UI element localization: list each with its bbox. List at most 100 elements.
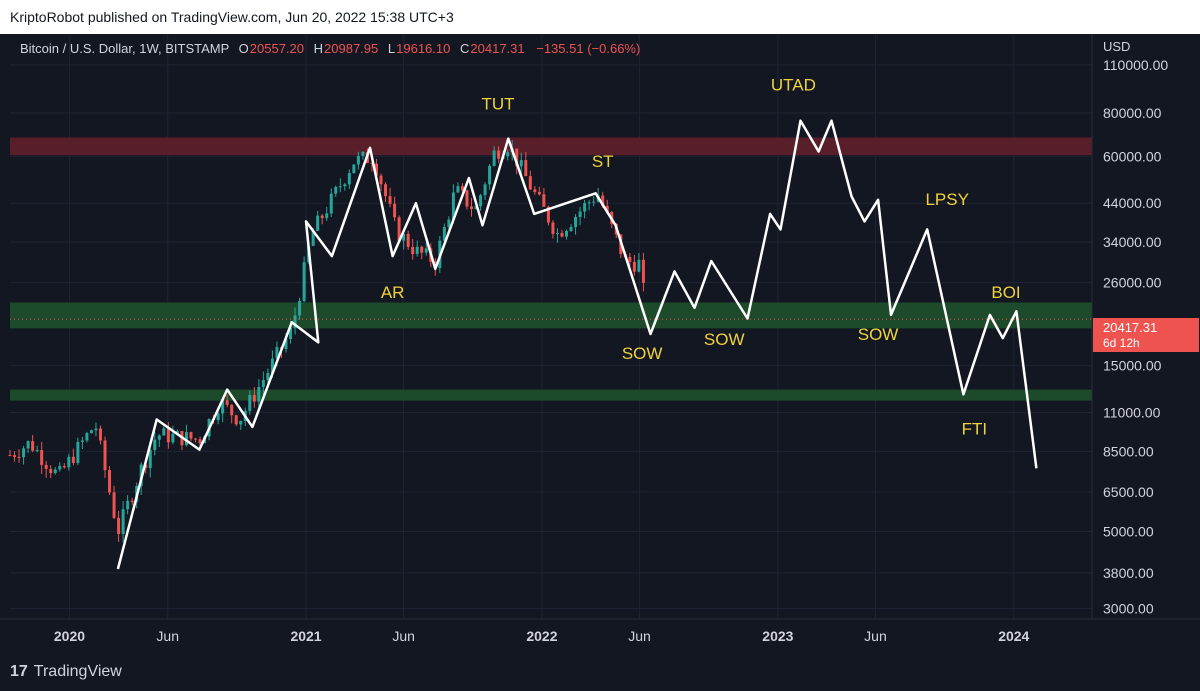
- candle-body: [325, 213, 329, 219]
- candle-body: [94, 428, 98, 431]
- change-value: −135.51 (−0.66%): [536, 41, 641, 56]
- zone-resistance: [10, 137, 1092, 156]
- candle-body: [343, 184, 347, 187]
- publisher-bar: KriptoRobot published on TradingView.com…: [0, 0, 1200, 34]
- candle-body: [565, 231, 569, 237]
- annotation-st: ST: [592, 152, 614, 171]
- candle-body: [560, 232, 564, 237]
- x-tick-label: Jun: [864, 628, 887, 644]
- candle-body: [465, 190, 469, 207]
- last-price-tag: 20417.31 6d 12h: [1093, 318, 1199, 352]
- low-value: 19616.10: [396, 41, 451, 56]
- candle-body: [8, 454, 12, 456]
- candle-body: [334, 186, 338, 194]
- candle-body: [320, 215, 324, 219]
- candle-body: [583, 203, 587, 212]
- candle-body: [316, 215, 320, 231]
- candle-body: [221, 400, 225, 414]
- annotation-utad: UTAD: [771, 75, 816, 94]
- price-chart[interactable]: TUT ST AR SOW SOW UTAD LPSY SOW BOI FTI 110000.00 8…: [0, 34, 1200, 650]
- candle-body: [637, 259, 641, 272]
- low-label: L: [387, 41, 396, 56]
- candle-body: [261, 380, 265, 387]
- candle-body: [248, 394, 252, 411]
- candle-body: [411, 246, 415, 255]
- candle-body: [338, 186, 342, 188]
- candle-body: [98, 428, 102, 441]
- candle-body: [451, 192, 455, 220]
- candle-body: [49, 468, 53, 473]
- projection-line: [116, 119, 1038, 570]
- candle-body: [53, 469, 57, 473]
- candle-body: [420, 246, 424, 253]
- candle-body: [374, 163, 378, 176]
- candle-body: [194, 438, 198, 440]
- y-tick-label: 3800.00: [1103, 565, 1154, 581]
- candle-body: [406, 233, 410, 247]
- annotation-sow: SOW: [704, 330, 745, 349]
- close-value: 20417.31: [470, 41, 525, 56]
- candle-body: [311, 230, 315, 246]
- candle-body: [76, 441, 80, 464]
- candle-body: [35, 450, 39, 452]
- candle-body: [130, 500, 134, 502]
- candle-body: [71, 456, 75, 464]
- candle-body: [293, 315, 297, 328]
- candle-body: [184, 432, 188, 446]
- candle-body: [121, 509, 125, 534]
- candle-body: [148, 449, 152, 469]
- chart-area[interactable]: TUT ST AR SOW SOW UTAD LPSY SOW BOI FTI 110000.00 8…: [0, 34, 1200, 650]
- symbol-name[interactable]: Bitcoin / U.S. Dollar, 1W, BITSTAMP: [20, 41, 230, 56]
- candle-body: [89, 430, 93, 434]
- high-label: H: [313, 41, 324, 56]
- candle-body: [257, 386, 261, 402]
- candle-body: [67, 456, 71, 468]
- currency-label[interactable]: USD: [1103, 39, 1131, 54]
- candle-body: [460, 186, 464, 191]
- candle-body: [58, 466, 62, 470]
- candle-body: [542, 194, 546, 207]
- candle-body: [605, 205, 609, 212]
- candle-body: [497, 150, 501, 159]
- candle-body: [641, 259, 645, 283]
- chart-background: [0, 34, 1200, 650]
- annotation-tut: TUT: [481, 94, 514, 113]
- candle-body: [379, 175, 383, 185]
- candle-body: [628, 257, 632, 262]
- candle-body: [347, 173, 351, 185]
- candle-body: [361, 151, 365, 156]
- zone-support-lower: [10, 389, 1092, 401]
- candle-body: [284, 339, 288, 350]
- candle-body: [230, 404, 234, 416]
- y-tick-label: 11000.00: [1103, 404, 1161, 420]
- candle-body: [175, 431, 179, 434]
- candle-body: [492, 150, 496, 166]
- candle-body: [17, 456, 21, 458]
- tradingview-logo[interactable]: 17 TradingView: [10, 663, 122, 681]
- candle-body: [329, 193, 333, 214]
- candle-body: [456, 186, 460, 193]
- candle-body: [442, 227, 446, 241]
- candle-body: [528, 176, 532, 190]
- x-tick-label: 2020: [54, 628, 85, 644]
- candle-body: [298, 300, 302, 316]
- candle-body: [393, 203, 397, 218]
- candle-body: [574, 216, 578, 228]
- candle-body: [632, 261, 636, 272]
- y-tick-label: 5000.00: [1103, 523, 1154, 539]
- candle-body: [488, 165, 492, 185]
- candle-body: [252, 394, 256, 402]
- candle-body: [515, 148, 519, 167]
- annotation-lpsy: LPSY: [925, 190, 968, 209]
- time-axis-bg: [0, 619, 1200, 650]
- candle-body: [569, 227, 573, 232]
- x-tick-label: 2022: [526, 628, 557, 644]
- x-tick-label: 2021: [290, 628, 321, 644]
- candle-body: [126, 500, 130, 510]
- y-tick-label: 110000.00: [1103, 57, 1168, 73]
- zone-support-upper: [10, 302, 1092, 329]
- y-tick-label: 15000.00: [1103, 358, 1162, 374]
- candle-body: [352, 164, 356, 174]
- candle-body: [162, 428, 166, 436]
- candle-body: [289, 327, 293, 340]
